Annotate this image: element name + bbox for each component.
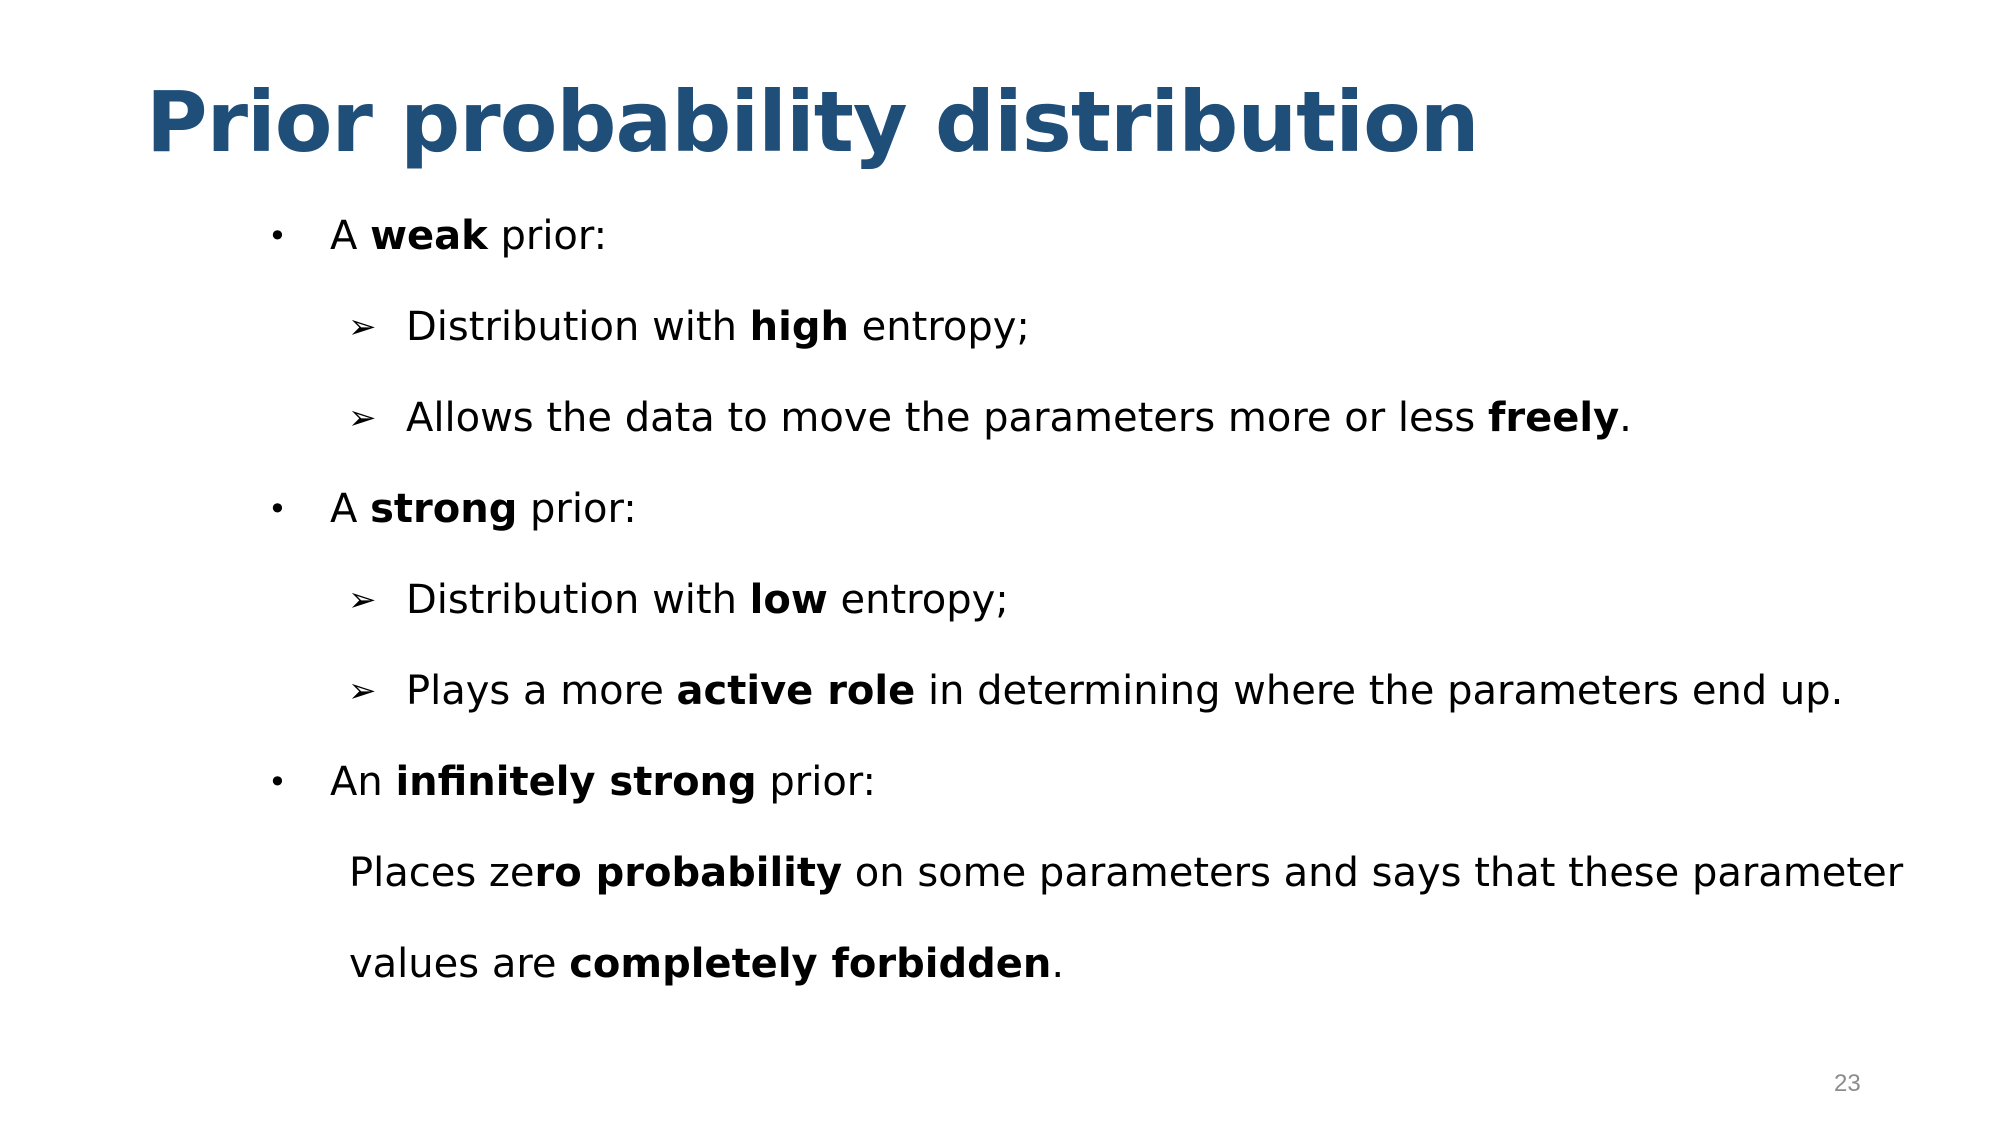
bullet-text: prior: [756, 759, 877, 805]
subbullet-text: entropy; [848, 304, 1030, 350]
paragraph-text: on some parameters and says that these p… [842, 850, 1904, 896]
bullet-strong-prior: • A strong prior: [268, 481, 637, 537]
subbullet-text: in determining where the parameters end … [915, 668, 1844, 714]
arrowhead-bullet-icon: ➢ [348, 398, 377, 438]
subbullet-low-entropy: ➢ Distribution with low entropy; [348, 572, 1009, 628]
page-number: 23 [1834, 1070, 1861, 1097]
paragraph-text: . [1051, 941, 1065, 987]
subbullet-text: . [1619, 395, 1632, 441]
arrowhead-bullet-icon: ➢ [348, 671, 377, 711]
paragraph-bold-text: ro probability [534, 850, 843, 896]
bullet-dot-icon: • [268, 490, 287, 528]
subbullet-bold-text: low [749, 577, 828, 623]
bullet-bold-text: infinitely strong [395, 759, 757, 805]
subbullet-active-role: ➢ Plays a more active role in determining… [348, 663, 1844, 719]
subbullet-text: Allows the data to move the parameters m… [406, 395, 1488, 441]
subbullet-text: entropy; [827, 577, 1009, 623]
subbullet-text: Distribution with [406, 577, 750, 623]
bullet-text: prior: [487, 213, 608, 259]
slide-title: Prior probability distribution [146, 73, 1480, 171]
subbullet-high-entropy: ➢ Distribution with high entropy; [348, 299, 1030, 355]
paragraph-text: values are [349, 941, 570, 987]
subbullet-bold-text: active role [676, 668, 916, 714]
subbullet-text: Distribution with [406, 304, 750, 350]
subbullet-freely: ➢ Allows the data to move the parameters … [348, 390, 1632, 446]
bullet-dot-icon: • [268, 763, 287, 801]
bullet-weak-prior: • A weak prior: [268, 208, 608, 264]
paragraph-line: Places zero probability on some paramete… [349, 845, 1903, 901]
arrowhead-bullet-icon: ➢ [348, 307, 377, 347]
paragraph-line: values are completely forbidden. [349, 936, 1064, 992]
arrowhead-bullet-icon: ➢ [348, 580, 377, 620]
bullet-infinitely-strong-prior: • An infinitely strong prior: [268, 754, 877, 810]
bullet-text: A [330, 486, 371, 532]
bullet-dot-icon: • [268, 217, 287, 255]
bullet-bold-text: strong [370, 486, 518, 532]
bullet-bold-text: weak [370, 213, 488, 259]
subbullet-bold-text: freely [1487, 395, 1620, 441]
paragraph-text: Places ze [349, 850, 535, 896]
paragraph-bold-text: completely forbidden [569, 941, 1052, 987]
bullet-text: prior: [517, 486, 637, 532]
bullet-text: A [330, 213, 371, 259]
subbullet-text: Plays a more [406, 668, 677, 714]
subbullet-bold-text: high [749, 304, 849, 350]
bullet-text: An [330, 759, 396, 805]
